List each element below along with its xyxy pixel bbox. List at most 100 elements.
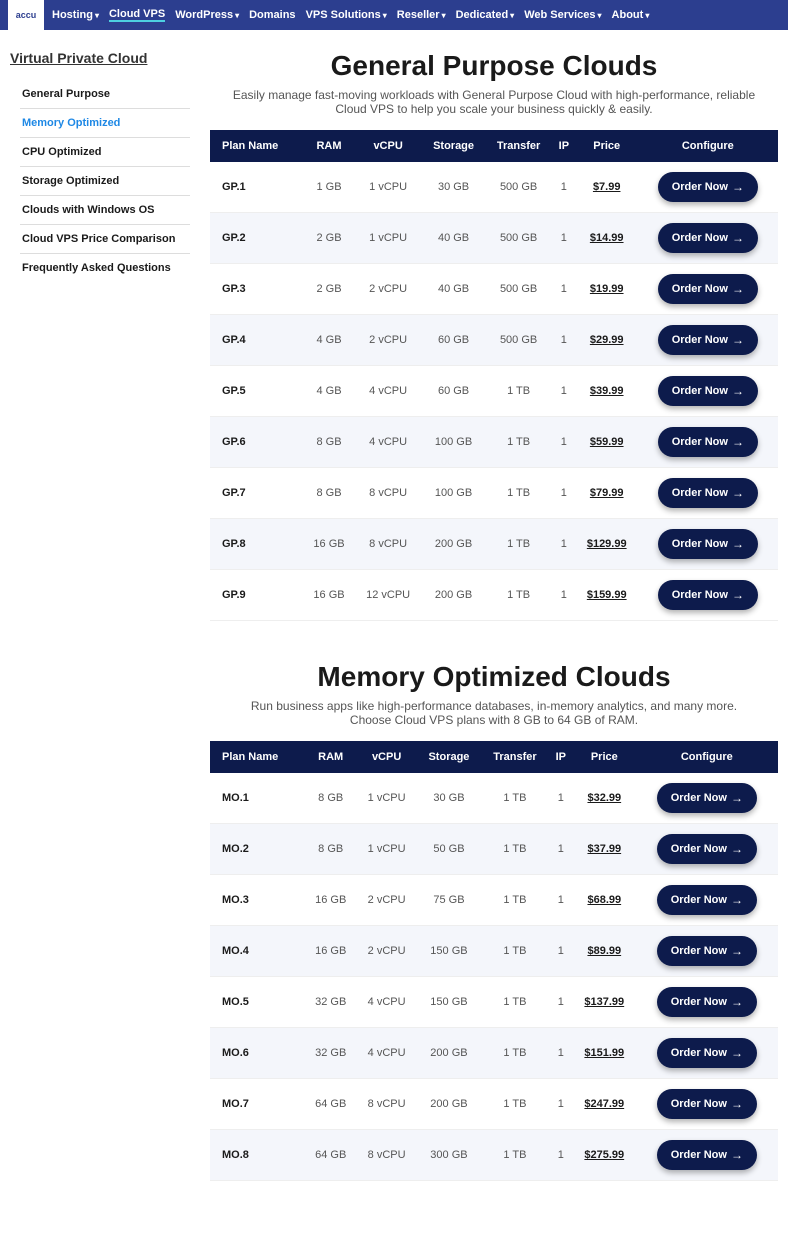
sidebar-item-clouds-with-windows-os[interactable]: Clouds with Windows OS <box>10 196 190 224</box>
sidebar-item-cloud-vps-price-comparison[interactable]: Cloud VPS Price Comparison <box>10 225 190 253</box>
ram-value: 32 GB <box>305 977 357 1028</box>
table-header: Configure <box>638 130 778 162</box>
arrow-right-icon: → <box>731 944 743 958</box>
plan-name: GP.5 <box>210 366 304 417</box>
price-cell: $19.99 <box>576 264 638 315</box>
order-now-button[interactable]: Order Now→ <box>657 1089 757 1119</box>
transfer-value: 1 TB <box>485 570 552 621</box>
vcpu-value: 2 vCPU <box>354 264 421 315</box>
storage-value: 150 GB <box>417 926 481 977</box>
order-now-label: Order Now <box>671 1149 727 1161</box>
arrow-right-icon: → <box>732 333 744 347</box>
sidebar-item-memory-optimized[interactable]: Memory Optimized <box>10 109 190 137</box>
nav-item-domains[interactable]: Domains <box>249 8 295 22</box>
price-cell: $29.99 <box>576 315 638 366</box>
price-cell: $79.99 <box>576 468 638 519</box>
configure-cell: Order Now→ <box>636 875 778 926</box>
table-row: MO.18 GB1 vCPU30 GB1 TB1$32.99Order Now→ <box>210 773 778 824</box>
transfer-value: 1 TB <box>485 519 552 570</box>
table-row: MO.28 GB1 vCPU50 GB1 TB1$37.99Order Now→ <box>210 824 778 875</box>
table-header: RAM <box>305 741 357 773</box>
order-now-button[interactable]: Order Now→ <box>658 325 758 355</box>
arrow-right-icon: → <box>731 995 743 1009</box>
ip-value: 1 <box>549 824 573 875</box>
price-value: $68.99 <box>587 894 621 906</box>
chevron-down-icon: ▾ <box>645 11 649 20</box>
ip-value: 1 <box>552 366 576 417</box>
logo[interactable]: accu <box>8 0 44 30</box>
ram-value: 16 GB <box>305 926 357 977</box>
nav-item-wordpress[interactable]: WordPress▾ <box>175 8 239 22</box>
ram-value: 2 GB <box>304 264 355 315</box>
nav-item-web-services[interactable]: Web Services▾ <box>524 8 601 22</box>
order-now-label: Order Now <box>672 487 728 499</box>
price-cell: $59.99 <box>576 417 638 468</box>
sidebar-item-cpu-optimized[interactable]: CPU Optimized <box>10 138 190 166</box>
vcpu-value: 1 vCPU <box>354 162 421 213</box>
table-header: Configure <box>636 741 778 773</box>
order-now-label: Order Now <box>671 1047 727 1059</box>
sidebar-item-general-purpose[interactable]: General Purpose <box>10 80 190 108</box>
table-row: GP.916 GB12 vCPU200 GB1 TB1$159.99Order … <box>210 570 778 621</box>
order-now-button[interactable]: Order Now→ <box>658 427 758 457</box>
order-now-button[interactable]: Order Now→ <box>657 834 757 864</box>
plan-name: GP.4 <box>210 315 304 366</box>
order-now-button[interactable]: Order Now→ <box>658 478 758 508</box>
order-now-button[interactable]: Order Now→ <box>658 172 758 202</box>
storage-value: 200 GB <box>417 1028 481 1079</box>
plan-name: MO.4 <box>210 926 305 977</box>
order-now-button[interactable]: Order Now→ <box>658 223 758 253</box>
order-now-button[interactable]: Order Now→ <box>658 529 758 559</box>
price-cell: $14.99 <box>576 213 638 264</box>
order-now-button[interactable]: Order Now→ <box>657 885 757 915</box>
table-row: MO.532 GB4 vCPU150 GB1 TB1$137.99Order N… <box>210 977 778 1028</box>
chevron-down-icon: ▾ <box>383 11 387 20</box>
storage-value: 30 GB <box>417 773 481 824</box>
transfer-value: 1 TB <box>481 977 549 1028</box>
nav-item-vps-solutions[interactable]: VPS Solutions▾ <box>306 8 387 22</box>
sidebar-item-frequently-asked-questions[interactable]: Frequently Asked Questions <box>10 254 190 282</box>
nav-item-about[interactable]: About▾ <box>612 8 650 22</box>
configure-cell: Order Now→ <box>638 366 778 417</box>
order-now-label: Order Now <box>671 945 727 957</box>
table-row: MO.764 GB8 vCPU200 GB1 TB1$247.99Order N… <box>210 1079 778 1130</box>
pricing-section: General Purpose CloudsEasily manage fast… <box>210 50 778 621</box>
page: Virtual Private Cloud General PurposeMem… <box>0 30 788 1241</box>
table-header: Storage <box>417 741 481 773</box>
plan-name: GP.9 <box>210 570 304 621</box>
nav-item-dedicated[interactable]: Dedicated▾ <box>456 8 515 22</box>
order-now-button[interactable]: Order Now→ <box>657 1038 757 1068</box>
transfer-value: 1 TB <box>481 773 549 824</box>
ram-value: 64 GB <box>305 1079 357 1130</box>
order-now-button[interactable]: Order Now→ <box>658 376 758 406</box>
configure-cell: Order Now→ <box>638 417 778 468</box>
order-now-button[interactable]: Order Now→ <box>658 274 758 304</box>
configure-cell: Order Now → <box>636 926 778 977</box>
order-now-label: Order Now <box>672 538 728 550</box>
order-now-button[interactable]: Order Now→ <box>658 580 758 610</box>
ram-value: 8 GB <box>305 773 357 824</box>
arrow-right-icon: → <box>732 588 744 602</box>
sidebar-item-storage-optimized[interactable]: Storage Optimized <box>10 167 190 195</box>
ip-value: 1 <box>549 977 573 1028</box>
nav-item-hosting[interactable]: Hosting▾ <box>52 8 99 22</box>
table-row: MO.316 GB2 vCPU75 GB1 TB1$68.99Order Now… <box>210 875 778 926</box>
price-value: $37.99 <box>587 843 621 855</box>
order-now-button[interactable]: Order Now → <box>657 936 757 966</box>
table-header: Plan Name <box>210 741 305 773</box>
nav-item-reseller[interactable]: Reseller▾ <box>397 8 446 22</box>
nav-item-cloud-vps[interactable]: Cloud VPS <box>109 8 165 22</box>
plan-name: MO.8 <box>210 1130 305 1181</box>
order-now-button[interactable]: Order Now→ <box>657 987 757 1017</box>
ip-value: 1 <box>549 875 573 926</box>
order-now-button[interactable]: Order Now → <box>657 1140 757 1170</box>
price-cell: $68.99 <box>573 875 636 926</box>
configure-cell: Order Now→ <box>638 213 778 264</box>
table-row: GP.22 GB1 vCPU40 GB500 GB1$14.99Order No… <box>210 213 778 264</box>
price-value: $79.99 <box>590 487 624 499</box>
order-now-button[interactable]: Order Now→ <box>657 783 757 813</box>
configure-cell: Order Now→ <box>638 264 778 315</box>
configure-cell: Order Now→ <box>638 570 778 621</box>
arrow-right-icon: → <box>731 1148 743 1162</box>
arrow-right-icon: → <box>732 231 744 245</box>
